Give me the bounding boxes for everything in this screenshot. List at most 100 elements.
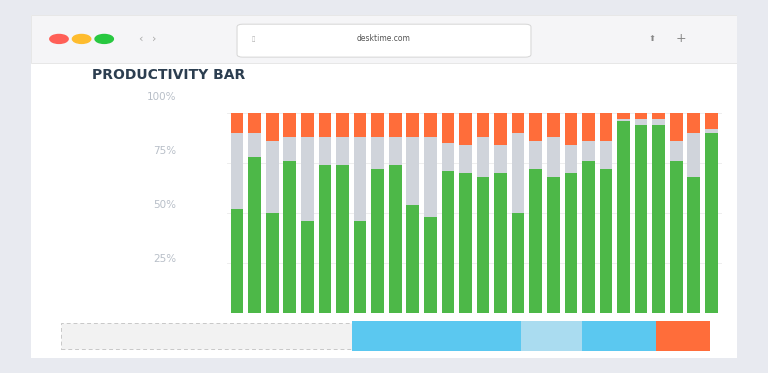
Text: ›: › [152,34,157,44]
Bar [301,221,313,313]
Bar [248,157,261,313]
Bar [371,137,384,169]
Bar [336,137,349,165]
Bar [600,141,612,169]
Bar [266,113,279,141]
Bar [582,161,594,313]
Bar [564,113,578,145]
Bar [319,165,331,313]
Text: 50%: 50% [154,200,177,210]
Bar [266,213,279,313]
Bar [477,113,489,137]
Bar [705,133,718,313]
Bar [495,173,507,313]
Text: 75%: 75% [154,146,177,156]
Bar [336,113,349,137]
Bar [617,119,630,121]
Bar [511,213,525,313]
Bar [389,113,402,137]
Bar [670,113,683,141]
Bar [547,113,560,137]
Bar [301,113,313,137]
Text: 🔒: 🔒 [252,36,255,42]
Bar [371,113,384,137]
Bar [670,141,683,161]
Text: 100%: 100% [147,92,177,102]
Bar [442,113,454,143]
Bar [617,113,630,119]
Bar [656,321,710,351]
Bar [31,15,737,63]
Bar [352,321,636,351]
Bar [248,133,261,157]
Bar [687,177,700,313]
Bar [687,113,700,133]
Text: ⬆: ⬆ [649,34,656,43]
Bar [652,119,665,125]
Bar [424,113,437,137]
Bar [652,125,665,313]
Bar [230,209,243,313]
Bar [635,113,647,119]
Bar [283,113,296,137]
Bar [406,205,419,313]
Bar [600,113,612,141]
Bar [582,113,594,141]
Bar [283,161,296,313]
Bar [230,133,243,209]
Bar [406,113,419,137]
Bar [336,165,349,313]
Bar [266,141,279,213]
Bar [459,113,472,145]
Text: desktime.com: desktime.com [357,34,411,43]
Bar [230,113,243,133]
Bar [511,133,525,213]
Bar [354,221,366,313]
Bar [442,171,454,313]
Bar [442,143,454,171]
Bar [354,137,366,221]
Bar [61,323,352,349]
Bar [547,137,560,177]
Bar [319,113,331,137]
Bar [459,173,472,313]
Bar [564,173,578,313]
Bar [529,141,542,169]
Bar [687,133,700,177]
Text: +: + [675,32,686,46]
Text: ‹: ‹ [138,34,143,44]
Text: 25%: 25% [154,254,177,264]
Bar [406,137,419,205]
Bar [248,113,261,133]
Bar [301,137,313,221]
Bar [582,321,656,351]
Bar [652,113,665,119]
Circle shape [72,34,91,43]
Bar [670,161,683,313]
Bar [521,321,582,351]
Bar [424,137,437,217]
Bar [389,165,402,313]
Bar [389,137,402,165]
Circle shape [95,34,114,43]
Bar [283,137,296,161]
Bar [459,145,472,173]
Bar [705,129,718,133]
Bar [319,137,331,165]
Bar [564,145,578,173]
Bar [635,119,647,125]
Bar [371,169,384,313]
Text: PRODUCTIVITY BAR: PRODUCTIVITY BAR [92,68,246,82]
Bar [617,121,630,313]
Bar [529,169,542,313]
Bar [477,177,489,313]
Bar [529,113,542,141]
Bar [635,125,647,313]
FancyBboxPatch shape [237,24,531,57]
Bar [477,137,489,177]
Bar [600,169,612,313]
FancyBboxPatch shape [10,5,758,368]
Bar [511,113,525,133]
Bar [705,113,718,129]
Bar [495,145,507,173]
